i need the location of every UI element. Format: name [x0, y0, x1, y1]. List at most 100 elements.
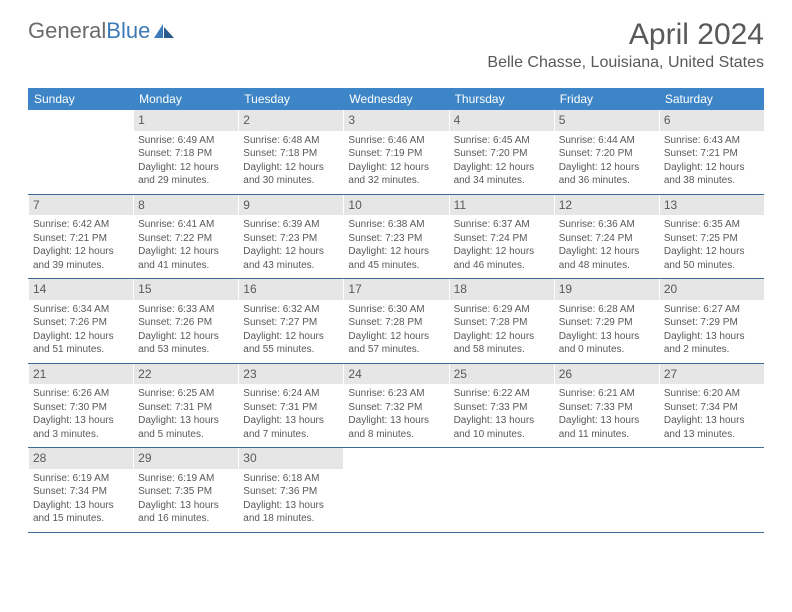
day-num: 3 [348, 113, 355, 127]
weekday-thursday: Thursday [449, 88, 554, 110]
day-num: 21 [33, 367, 46, 381]
day-num: 4 [454, 113, 461, 127]
day-info: Sunrise: 6:24 AMSunset: 7:31 PMDaylight:… [243, 387, 339, 441]
day-num: 15 [138, 282, 151, 296]
day-info: Sunrise: 6:25 AMSunset: 7:31 PMDaylight:… [138, 387, 234, 441]
daylight-line: Daylight: 13 hours and 3 minutes. [33, 414, 129, 441]
sunset-line: Sunset: 7:24 PM [454, 232, 550, 246]
day-info: Sunrise: 6:35 AMSunset: 7:25 PMDaylight:… [664, 218, 760, 272]
day-cell-empty [659, 448, 764, 532]
sunset-line: Sunset: 7:20 PM [454, 147, 550, 161]
day-num-row: 17 [344, 279, 448, 300]
day-num-row: 3 [344, 110, 448, 131]
day-num: 19 [559, 282, 572, 296]
sunrise-line: Sunrise: 6:27 AM [664, 303, 760, 317]
day-num: 8 [138, 198, 145, 212]
day-num-row: 7 [29, 195, 133, 216]
day-num-row: 29 [134, 448, 238, 469]
sunrise-line: Sunrise: 6:23 AM [348, 387, 444, 401]
day-info: Sunrise: 6:44 AMSunset: 7:20 PMDaylight:… [559, 134, 655, 188]
sunrise-line: Sunrise: 6:35 AM [664, 218, 760, 232]
sunrise-line: Sunrise: 6:19 AM [33, 472, 129, 486]
weekday-wednesday: Wednesday [343, 88, 448, 110]
day-info: Sunrise: 6:39 AMSunset: 7:23 PMDaylight:… [243, 218, 339, 272]
logo-part1: General [28, 18, 106, 43]
day-num: 27 [664, 367, 677, 381]
day-num: 6 [664, 113, 671, 127]
sunrise-line: Sunrise: 6:28 AM [559, 303, 655, 317]
daylight-line: Daylight: 13 hours and 8 minutes. [348, 414, 444, 441]
week-row: 14Sunrise: 6:34 AMSunset: 7:26 PMDayligh… [28, 279, 764, 364]
day-cell-24: 24Sunrise: 6:23 AMSunset: 7:32 PMDayligh… [343, 364, 448, 448]
day-num: 18 [454, 282, 467, 296]
daylight-line: Daylight: 12 hours and 30 minutes. [243, 161, 339, 188]
sunset-line: Sunset: 7:33 PM [454, 401, 550, 415]
day-cell-12: 12Sunrise: 6:36 AMSunset: 7:24 PMDayligh… [554, 195, 659, 279]
day-num-row: 11 [450, 195, 554, 216]
day-cell-20: 20 Sunrise: 6:27 AMSunset: 7:29 PMDayligh… [659, 279, 764, 363]
daylight-line: Daylight: 12 hours and 51 minutes. [33, 330, 129, 357]
weekday-friday: Friday [554, 88, 659, 110]
day-info: Sunrise: 6:19 AMSunset: 7:35 PMDaylight:… [138, 472, 234, 526]
daylight-line: Daylight: 13 hours and 11 minutes. [559, 414, 655, 441]
daylight-line: Daylight: 12 hours and 39 minutes. [33, 245, 129, 272]
day-info: Sunrise: 6:46 AMSunset: 7:19 PMDaylight:… [348, 134, 444, 188]
daylight-line: Daylight: 12 hours and 50 minutes. [664, 245, 760, 272]
weekday-sunday: Sunday [28, 88, 133, 110]
sunrise-line: Sunrise: 6:49 AM [138, 134, 234, 148]
day-num: 1 [138, 113, 145, 127]
day-num-row: 5 [555, 110, 659, 131]
calendar: SundayMondayTuesdayWednesdayThursdayFrid… [28, 88, 764, 533]
weeks-container: 1Sunrise: 6:49 AMSunset: 7:18 PMDaylight… [28, 110, 764, 533]
daylight-line: Daylight: 13 hours and 7 minutes. [243, 414, 339, 441]
day-cell-empty [28, 110, 133, 194]
day-num-row: 22 [134, 364, 238, 385]
daylight-line: Daylight: 13 hours and 5 minutes. [138, 414, 234, 441]
daylight-line: Daylight: 13 hours and 13 minutes. [664, 414, 760, 441]
weekday-saturday: Saturday [659, 88, 764, 110]
daylight-line: Daylight: 12 hours and 38 minutes. [664, 161, 760, 188]
day-num-row: 20 [660, 279, 764, 300]
day-cell-27: 27Sunrise: 6:20 AMSunset: 7:34 PMDayligh… [659, 364, 764, 448]
day-num: 14 [33, 282, 46, 296]
day-info: Sunrise: 6:23 AMSunset: 7:32 PMDaylight:… [348, 387, 444, 441]
daylight-line: Daylight: 13 hours and 2 minutes. [664, 330, 760, 357]
day-info: Sunrise: 6:27 AMSunset: 7:29 PMDaylight:… [664, 303, 760, 357]
day-cell-3: 3 Sunrise: 6:46 AMSunset: 7:19 PMDaylight… [343, 110, 448, 194]
daylight-line: Daylight: 12 hours and 57 minutes. [348, 330, 444, 357]
sunset-line: Sunset: 7:32 PM [348, 401, 444, 415]
sunset-line: Sunset: 7:34 PM [33, 485, 129, 499]
day-num: 9 [243, 198, 250, 212]
sunrise-line: Sunrise: 6:26 AM [33, 387, 129, 401]
day-info: Sunrise: 6:21 AMSunset: 7:33 PMDaylight:… [559, 387, 655, 441]
day-num-row: 21 [29, 364, 133, 385]
day-info: Sunrise: 6:37 AMSunset: 7:24 PMDaylight:… [454, 218, 550, 272]
sunset-line: Sunset: 7:20 PM [559, 147, 655, 161]
day-num-row: 19 [555, 279, 659, 300]
sunrise-line: Sunrise: 6:36 AM [559, 218, 655, 232]
day-num-row: 8 [134, 195, 238, 216]
day-num-row: 12 [555, 195, 659, 216]
sunrise-line: Sunrise: 6:22 AM [454, 387, 550, 401]
day-cell-29: 29 Sunrise: 6:19 AMSunset: 7:35 PMDayligh… [133, 448, 238, 532]
day-num: 5 [559, 113, 566, 127]
week-row: 28Sunrise: 6:19 AMSunset: 7:34 PMDayligh… [28, 448, 764, 533]
sunrise-line: Sunrise: 6:25 AM [138, 387, 234, 401]
day-cell-17: 17Sunrise: 6:30 AMSunset: 7:28 PMDayligh… [343, 279, 448, 363]
daylight-line: Daylight: 12 hours and 32 minutes. [348, 161, 444, 188]
day-cell-9: 9 Sunrise: 6:39 AMSunset: 7:23 PMDaylight… [238, 195, 343, 279]
week-row: 1Sunrise: 6:49 AMSunset: 7:18 PMDaylight… [28, 110, 764, 195]
sunset-line: Sunset: 7:30 PM [33, 401, 129, 415]
daylight-line: Daylight: 13 hours and 0 minutes. [559, 330, 655, 357]
sunrise-line: Sunrise: 6:20 AM [664, 387, 760, 401]
day-num-row: 9 [239, 195, 343, 216]
day-num-row: 6 [660, 110, 764, 131]
day-num: 7 [33, 198, 40, 212]
sunset-line: Sunset: 7:22 PM [138, 232, 234, 246]
day-cell-10: 10Sunrise: 6:38 AMSunset: 7:23 PMDayligh… [343, 195, 448, 279]
day-info: Sunrise: 6:22 AMSunset: 7:33 PMDaylight:… [454, 387, 550, 441]
day-cell-18: 18Sunrise: 6:29 AMSunset: 7:28 PMDayligh… [449, 279, 554, 363]
day-cell-26: 26Sunrise: 6:21 AMSunset: 7:33 PMDayligh… [554, 364, 659, 448]
day-num-row: 14 [29, 279, 133, 300]
weekday-monday: Monday [133, 88, 238, 110]
